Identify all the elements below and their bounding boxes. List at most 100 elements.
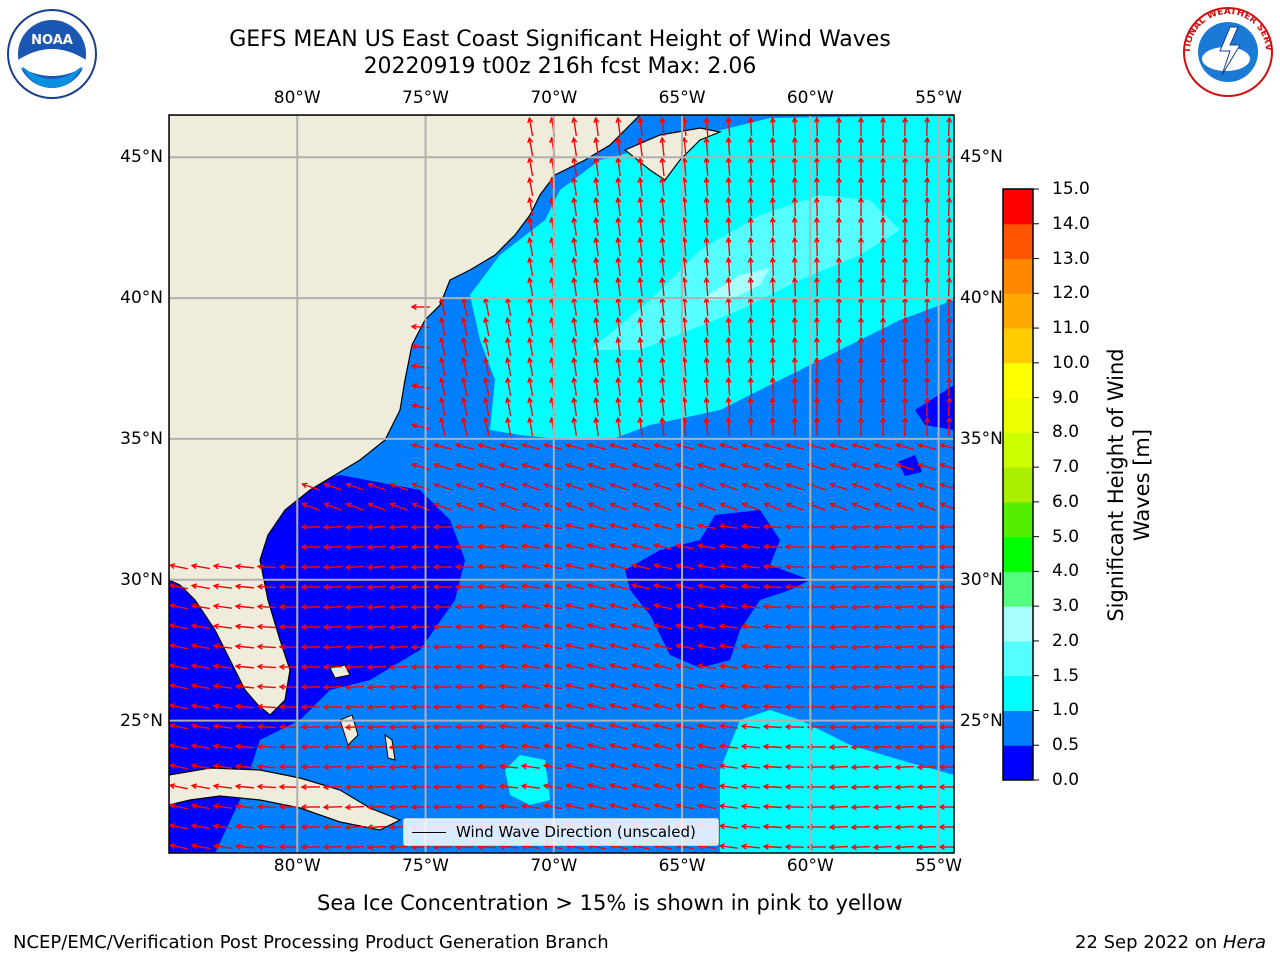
wave-direction-arrow xyxy=(411,325,431,329)
colorbar-tick-label: 13.0 xyxy=(1052,248,1090,269)
wave-direction-arrowhead xyxy=(256,623,263,630)
wave-direction-arrow xyxy=(830,503,848,511)
wave-direction-arrowhead xyxy=(637,316,644,323)
wave-direction-arrow xyxy=(632,724,650,730)
wave-direction-arrowhead xyxy=(769,356,776,363)
wave-direction-arrow xyxy=(170,704,188,710)
wave-direction-arrow xyxy=(192,604,210,610)
wave-direction-arrowhead xyxy=(902,196,909,203)
wave-direction-arrowhead xyxy=(300,724,307,731)
wave-direction-arrowhead xyxy=(769,196,776,203)
wave-direction-arrowhead xyxy=(593,116,600,124)
wave-direction-arrowhead xyxy=(703,396,710,403)
wave-direction-arrowhead xyxy=(828,844,835,851)
wave-direction-arrowhead xyxy=(615,176,622,183)
wave-direction-arrowhead xyxy=(609,502,616,509)
wave-direction-arrow xyxy=(741,785,761,789)
wave-direction-arrowhead xyxy=(740,683,747,690)
wave-direction-arrowhead xyxy=(564,643,572,649)
wave-direction-arrow xyxy=(947,277,951,297)
wave-direction-arrowhead xyxy=(659,396,666,403)
wave-direction-arrow xyxy=(411,626,431,628)
wave-direction-arrow xyxy=(566,604,584,610)
wave-direction-arrow xyxy=(947,137,951,157)
lon-tick-top: 75°W xyxy=(402,88,450,108)
wave-direction-arrow xyxy=(719,805,739,809)
wave-direction-arrowhead xyxy=(740,543,747,550)
wave-direction-arrowhead xyxy=(718,803,725,810)
wave-direction-arrowhead xyxy=(740,523,747,530)
wave-direction-arrow xyxy=(411,546,431,548)
wave-direction-arrowhead xyxy=(169,763,176,769)
wave-direction-arrowhead xyxy=(703,416,710,423)
wave-direction-arrowhead xyxy=(894,584,901,591)
wave-direction-arrowhead xyxy=(916,544,923,551)
wave-direction-arrow xyxy=(566,584,584,590)
wave-direction-arrowhead xyxy=(703,276,710,283)
wave-direction-arrowhead xyxy=(483,316,489,324)
wave-direction-arrow xyxy=(720,444,738,450)
wave-direction-arrow xyxy=(793,257,797,277)
wave-direction-arrow xyxy=(719,525,739,529)
wave-direction-arrow xyxy=(895,625,915,629)
wave-direction-arrow xyxy=(940,503,954,510)
wave-direction-arrowhead xyxy=(505,336,512,344)
wave-direction-arrowhead xyxy=(696,603,704,610)
wave-direction-arrowhead xyxy=(432,704,439,711)
wave-direction-arrowhead xyxy=(564,743,572,749)
wave-direction-arrow xyxy=(676,764,694,770)
wave-direction-arrow xyxy=(917,746,937,748)
wave-direction-arrowhead xyxy=(850,524,857,531)
wave-direction-arrow xyxy=(829,805,849,809)
wave-direction-arrow xyxy=(170,744,188,750)
wave-direction-arrow xyxy=(257,585,277,589)
wave-direction-arrow xyxy=(235,745,255,749)
wave-direction-arrow xyxy=(727,137,731,157)
wave-direction-arrowhead xyxy=(784,703,791,710)
wave-direction-arrow xyxy=(676,664,694,670)
wave-direction-arrowhead xyxy=(769,236,776,243)
wave-direction-arrow xyxy=(617,417,621,437)
wave-direction-arrow xyxy=(705,397,709,417)
wave-direction-arrowhead xyxy=(880,316,887,323)
wave-direction-arrow xyxy=(873,725,893,729)
wave-direction-arrowhead xyxy=(169,603,176,609)
wave-direction-arrow xyxy=(389,665,409,669)
wave-direction-arrow xyxy=(323,806,343,808)
wave-direction-arrowhead xyxy=(498,683,505,690)
wave-direction-arrowhead xyxy=(917,502,924,509)
wave-direction-arrow xyxy=(506,358,512,376)
wave-direction-arrowhead xyxy=(791,236,798,243)
wave-direction-arrowhead xyxy=(747,356,754,363)
wave-direction-arrow xyxy=(346,483,364,491)
wave-direction-arrowhead xyxy=(455,502,462,509)
wave-direction-arrow xyxy=(367,765,387,769)
wave-direction-arrowhead xyxy=(857,416,864,423)
wave-direction-arrow xyxy=(411,746,431,748)
wave-region-0-0.5-e2 xyxy=(898,455,922,476)
wave-direction-arrow xyxy=(477,685,497,689)
wave-direction-arrow xyxy=(742,444,760,450)
wave-direction-arrow xyxy=(213,745,233,749)
wave-direction-arrowhead xyxy=(652,703,660,709)
wave-direction-arrow xyxy=(917,806,937,808)
wave-direction-arrow xyxy=(411,586,431,588)
wave-direction-arrowhead xyxy=(763,502,770,509)
wave-direction-arrow xyxy=(676,483,694,491)
wave-direction-arrowhead xyxy=(520,563,528,570)
wave-direction-arrowhead xyxy=(902,176,909,183)
wave-direction-arrowhead xyxy=(850,462,858,469)
wave-direction-arrowhead xyxy=(946,176,953,183)
wave-direction-arrow xyxy=(440,338,446,356)
wave-direction-arrowhead xyxy=(542,663,550,670)
wave-direction-arrow xyxy=(947,217,951,237)
wave-direction-arrowhead xyxy=(741,502,748,509)
wave-direction-arrowhead xyxy=(828,604,835,611)
wave-direction-arrow xyxy=(676,463,694,471)
wave-direction-arrow xyxy=(610,564,628,570)
wave-direction-arrow xyxy=(683,197,687,217)
wave-direction-arrowhead xyxy=(366,724,373,731)
wave-direction-arrow xyxy=(742,483,760,491)
wave-direction-arrow xyxy=(411,384,431,390)
wave-direction-arrow xyxy=(213,825,233,829)
